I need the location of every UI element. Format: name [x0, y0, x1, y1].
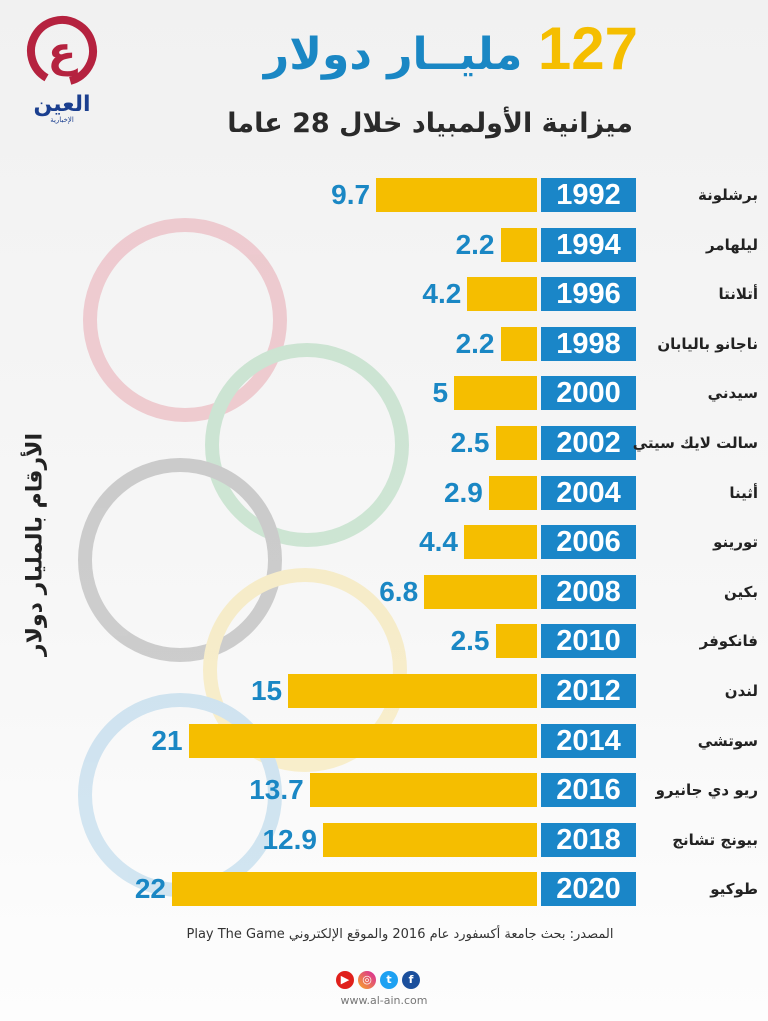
city-label: بيونج تشانج: [672, 830, 758, 849]
city-label: تورينو: [713, 533, 758, 552]
bar: [454, 376, 537, 411]
logo-sub: الإخبارية: [50, 116, 74, 124]
bar-row: 2000 5 سيدني: [0, 376, 768, 411]
bar-row: 1996 4.2 أتلانتا: [0, 277, 768, 312]
subtitle: ميزانية الأولمبياد خلال 28 عاما: [227, 108, 633, 139]
city-label: طوكيو: [710, 880, 758, 899]
city-label: ريو دي جانيرو: [655, 781, 758, 800]
year-label: 1992: [541, 178, 636, 212]
logo-name: العين: [33, 92, 91, 117]
facebook-icon[interactable]: f: [402, 971, 420, 989]
bar: [495, 426, 537, 460]
instagram-icon[interactable]: ◎: [358, 971, 376, 989]
bar-row: 2014 21 سوتشي: [0, 723, 768, 758]
value-label: 22: [134, 873, 166, 905]
bar: [376, 178, 537, 212]
city-label: بكين: [724, 582, 758, 601]
bar-row: 2010 2.5 فانكوفر: [0, 624, 768, 659]
title-unit: مليــار دولار: [263, 29, 523, 80]
year-label: 1996: [541, 277, 636, 312]
city-label: سيدني: [707, 384, 758, 403]
bar-row: 1994 2.2 ليلهامر: [0, 227, 768, 262]
youtube-icon[interactable]: ▶: [336, 971, 354, 989]
social-icons: ▶ ◎ t f: [336, 971, 420, 989]
logo-emblem: ع: [27, 16, 97, 86]
city-label: ليلهامر: [705, 235, 758, 254]
value-label: 9.7: [331, 179, 371, 210]
value-label: 4.2: [422, 278, 462, 310]
bar: [309, 773, 537, 808]
ring-green: [205, 343, 409, 547]
year-label: 1998: [541, 326, 636, 361]
bar-row: 2012 15 لندن: [0, 674, 768, 708]
year-label: 1994: [541, 227, 636, 262]
value-label: 6.8: [379, 575, 419, 607]
value-label: 15: [250, 675, 283, 706]
bar-row: 1998 2.2 ناجانو باليابان: [0, 326, 768, 361]
bar-row: 2020 22 طوكيو: [0, 872, 768, 907]
twitter-icon[interactable]: t: [380, 971, 398, 989]
bar: [464, 525, 537, 560]
bar-row: 2004 2.9 أثينا: [0, 475, 768, 510]
year-label: 2012: [541, 674, 636, 708]
al-ain-logo: ع العين الإخبارية: [22, 14, 102, 124]
year-label: 2010: [541, 624, 636, 659]
city-label: سوتشي: [697, 731, 758, 750]
value-label: 12.9: [262, 823, 317, 855]
page-title: 127 مليــار دولار: [264, 14, 638, 83]
value-label: 2.2: [455, 228, 495, 260]
bar-row: 2016 13.7 ريو دي جانيرو: [0, 773, 768, 808]
bar: [288, 674, 537, 708]
value-label: 5: [432, 377, 449, 409]
value-label: 2.5: [450, 427, 490, 458]
bar: [322, 822, 537, 857]
year-label: 2008: [541, 574, 636, 609]
city-label: سالت لايك سيتي: [632, 434, 758, 452]
year-label: 2000: [541, 376, 636, 411]
svg-text:ع: ع: [48, 27, 79, 76]
year-label: 2004: [541, 475, 636, 510]
bar-row: 2002 2.5 سالت لايك سيتي: [0, 426, 768, 460]
city-label: برشلونة: [698, 186, 758, 204]
city-label: ناجانو باليابان: [657, 334, 758, 353]
year-label: 2016: [541, 773, 636, 808]
ring-black: [78, 458, 282, 662]
year-label: 2020: [541, 872, 636, 907]
value-label: 21: [151, 724, 183, 756]
value-label: 2.9: [443, 476, 483, 508]
bar: [467, 277, 537, 312]
website-link[interactable]: www.al-ain.com: [340, 994, 428, 1007]
bar: [488, 475, 537, 510]
bar: [500, 326, 537, 361]
bar-row: 1992 9.7 برشلونة: [0, 178, 768, 212]
bar: [424, 574, 537, 609]
title-number: 127: [537, 15, 638, 82]
bar: [188, 723, 537, 758]
value-label: 4.4: [419, 526, 458, 558]
bar-row: 2006 4.4 تورينو: [0, 525, 768, 560]
value-label: 2.5: [450, 625, 490, 657]
year-label: 2006: [541, 525, 636, 560]
city-label: لندن: [724, 682, 758, 700]
city-label: أثينا: [729, 483, 758, 502]
city-label: فانكوفر: [699, 632, 758, 651]
bar: [172, 872, 537, 907]
year-label: 2014: [541, 723, 636, 758]
value-label: 13.7: [249, 774, 304, 806]
city-label: أتلانتا: [718, 285, 758, 304]
bar-row: 2008 6.8 بكين: [0, 574, 768, 609]
year-label: 2002: [541, 426, 636, 460]
bar: [495, 624, 537, 659]
ring-red: [83, 218, 287, 422]
value-label: 2.2: [455, 327, 495, 359]
ring-yellow: [203, 568, 407, 772]
bar-row: 2018 12.9 بيونج تشانج: [0, 822, 768, 857]
source-note: المصدر: بحث جامعة أكسفورد عام 2016 والمو…: [186, 927, 614, 942]
year-label: 2018: [541, 822, 636, 857]
bar: [500, 227, 537, 262]
